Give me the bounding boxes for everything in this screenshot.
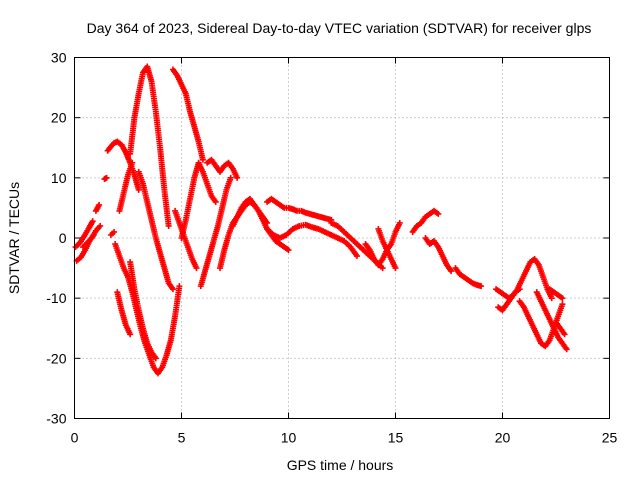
series-track-22 <box>264 195 335 223</box>
data-point <box>212 198 219 205</box>
data-point <box>169 286 176 293</box>
series-track-16 <box>172 207 200 272</box>
series-track-18 <box>197 174 234 290</box>
series-track-26 <box>375 225 399 272</box>
data-point <box>199 156 206 163</box>
data-point <box>111 228 118 235</box>
data-point <box>152 355 159 362</box>
series-track-06 <box>104 138 121 154</box>
x-tick-label: 25 <box>602 430 618 446</box>
series-track-27 <box>409 207 442 235</box>
y-tick-label: -20 <box>46 350 66 366</box>
series-track-14 <box>135 168 176 293</box>
series-track-03 <box>80 222 104 251</box>
data-point <box>559 301 566 308</box>
y-tick-label: 20 <box>51 110 67 126</box>
data-point <box>516 286 523 293</box>
y-tick-label: 30 <box>51 50 67 66</box>
y-tick-label: -30 <box>46 411 66 427</box>
x-tick-label: 5 <box>178 430 186 446</box>
series-track-34 <box>495 286 523 314</box>
series-track-19 <box>204 156 241 181</box>
data-point <box>379 265 386 272</box>
series-track-23 <box>264 221 360 260</box>
x-axis-label: GPS time / hours <box>287 457 394 473</box>
data-point <box>234 174 241 181</box>
data-point <box>561 331 568 338</box>
data-point <box>227 174 234 181</box>
data-point <box>559 295 566 302</box>
plot-frame <box>74 57 610 419</box>
series-track-30 <box>493 256 555 302</box>
data-point <box>396 219 403 226</box>
series-track-07 <box>107 228 118 238</box>
series-track-21 <box>229 195 292 254</box>
data-point <box>103 174 110 181</box>
x-tick-label: 0 <box>71 430 79 446</box>
data-point <box>193 265 200 272</box>
series-track-17 <box>178 159 219 241</box>
tick-labels: 0 5 10 15 20 25 -30 -20 -10 0 10 20 30 <box>46 50 617 446</box>
data-point <box>548 295 555 302</box>
y-tick-label: 10 <box>51 170 67 186</box>
data-point <box>96 201 103 208</box>
data-point <box>97 222 104 229</box>
data-point <box>478 283 485 290</box>
data-point <box>89 218 96 225</box>
series-track-15 <box>169 66 206 163</box>
x-tick-label: 15 <box>388 430 404 446</box>
y-tick-label: -10 <box>46 290 66 306</box>
data-point <box>285 247 292 254</box>
series-track-35 <box>553 319 568 338</box>
data-point <box>135 186 142 193</box>
data-point <box>435 210 442 217</box>
y-axis-label: SDTVAR / TECUs <box>6 182 22 294</box>
series-track-12 <box>127 259 159 362</box>
series-track-13 <box>127 63 172 229</box>
x-tick-label: 20 <box>495 430 511 446</box>
data-point <box>129 159 136 166</box>
data-points <box>72 63 570 377</box>
series-track-28 <box>422 235 455 275</box>
y-tick-label: 0 <box>59 230 67 246</box>
series-track-11 <box>114 289 134 338</box>
data-point <box>176 283 183 290</box>
data-point <box>353 253 360 260</box>
series-track-09 <box>116 159 136 214</box>
data-point <box>392 265 399 272</box>
data-point <box>563 346 570 353</box>
data-point <box>448 268 455 275</box>
data-point <box>165 222 172 229</box>
series-track-33 <box>546 286 566 302</box>
x-tick-label: 10 <box>281 430 297 446</box>
series-track-29 <box>452 265 485 290</box>
data-point <box>127 331 134 338</box>
chart-title: Day 364 of 2023, Sidereal Day-to-day VTE… <box>87 20 592 36</box>
series-track-31 <box>516 298 566 350</box>
series-track-32 <box>533 289 570 353</box>
series-track-01 <box>72 218 96 251</box>
series-track-04 <box>92 201 103 214</box>
series-track-05 <box>101 174 110 183</box>
